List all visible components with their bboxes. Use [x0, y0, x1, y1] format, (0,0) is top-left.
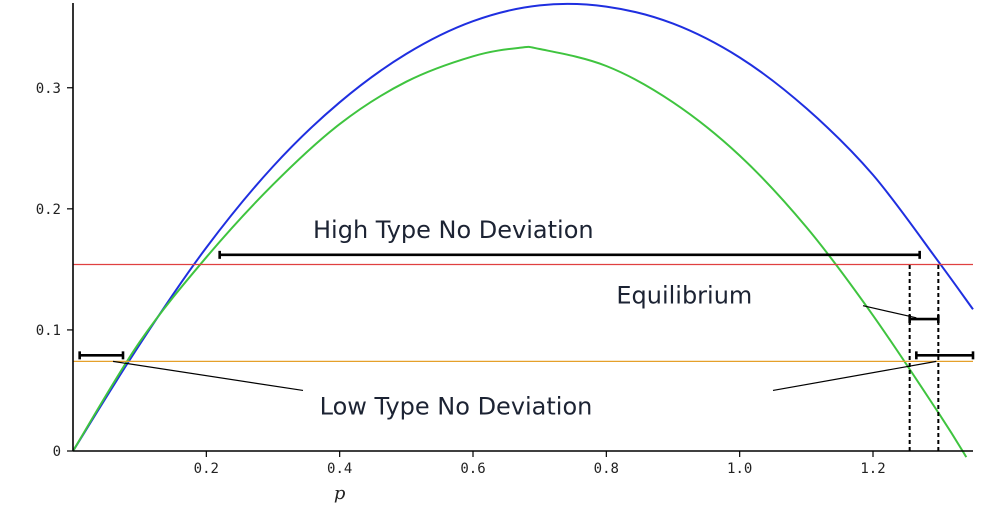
x-tick-label: 1.2 — [860, 461, 885, 477]
y-tick-label: 0 — [53, 444, 61, 460]
annotation-equilibrium: Equilibrium — [616, 281, 917, 319]
series-layer — [72, 2, 974, 458]
annotation-pointer-2 — [772, 360, 937, 392]
annotation-pointer — [112, 360, 304, 392]
interval-low-left — [78, 351, 125, 360]
x-tick-label: 0.2 — [194, 461, 219, 477]
x-tick-label: 0.8 — [594, 461, 619, 477]
series-line-blue — [72, 2, 974, 452]
interval-high — [218, 250, 921, 259]
y-tick-label: 0.2 — [36, 202, 61, 218]
y-tick-label: 0.3 — [36, 81, 61, 97]
x-axis-title: p — [334, 483, 346, 504]
annotation-text: Low Type No Deviation — [320, 393, 593, 421]
interval-layer — [78, 250, 975, 451]
interval-equilibrium — [908, 315, 940, 324]
annotation-text: Equilibrium — [616, 281, 752, 309]
annotation-layer: High Type No Deviation Equilibrium Low Typ… — [112, 216, 937, 421]
annotation-text: High Type No Deviation — [313, 216, 594, 244]
x-tick-label: 1.0 — [727, 461, 752, 477]
interval-low-right — [915, 351, 975, 360]
x-tick-label: 0.4 — [327, 461, 352, 477]
x-tick-label: 0.6 — [460, 461, 485, 477]
annotation-low-type: Low Type No Deviation — [112, 360, 937, 421]
y-tick-label: 0.1 — [36, 323, 61, 339]
annotation-high-type: High Type No Deviation — [313, 216, 594, 244]
series-line-green — [72, 45, 968, 458]
annotation-pointer — [862, 305, 917, 319]
axis-layer: 0.2 0.4 0.6 0.8 1.0 1.2 0 0.1 0.2 0.3 p — [36, 3, 973, 504]
